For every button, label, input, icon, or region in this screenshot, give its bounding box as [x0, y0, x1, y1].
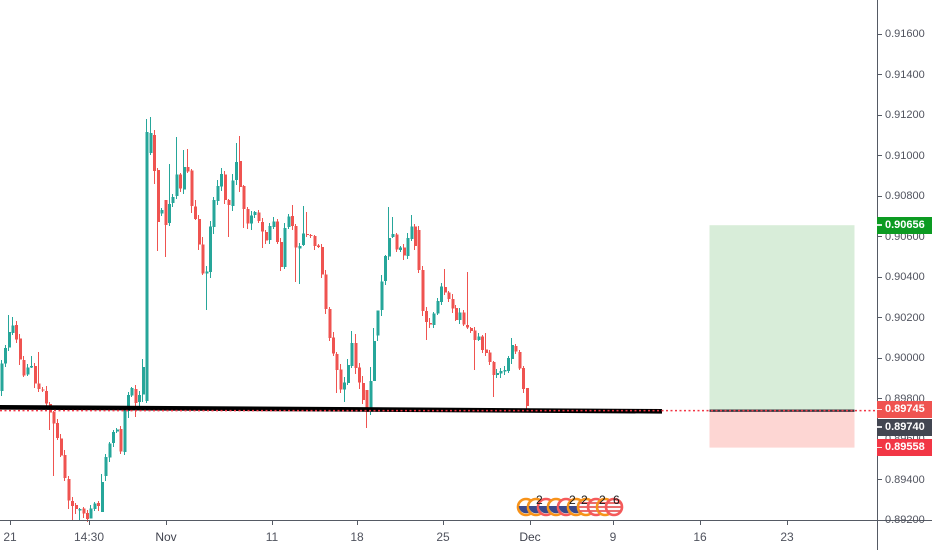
svg-text:2: 2 [536, 493, 543, 507]
svg-text:2: 2 [581, 493, 588, 507]
svg-text:6: 6 [613, 493, 620, 507]
svg-text:2: 2 [569, 493, 576, 507]
svg-text:2: 2 [599, 493, 606, 507]
